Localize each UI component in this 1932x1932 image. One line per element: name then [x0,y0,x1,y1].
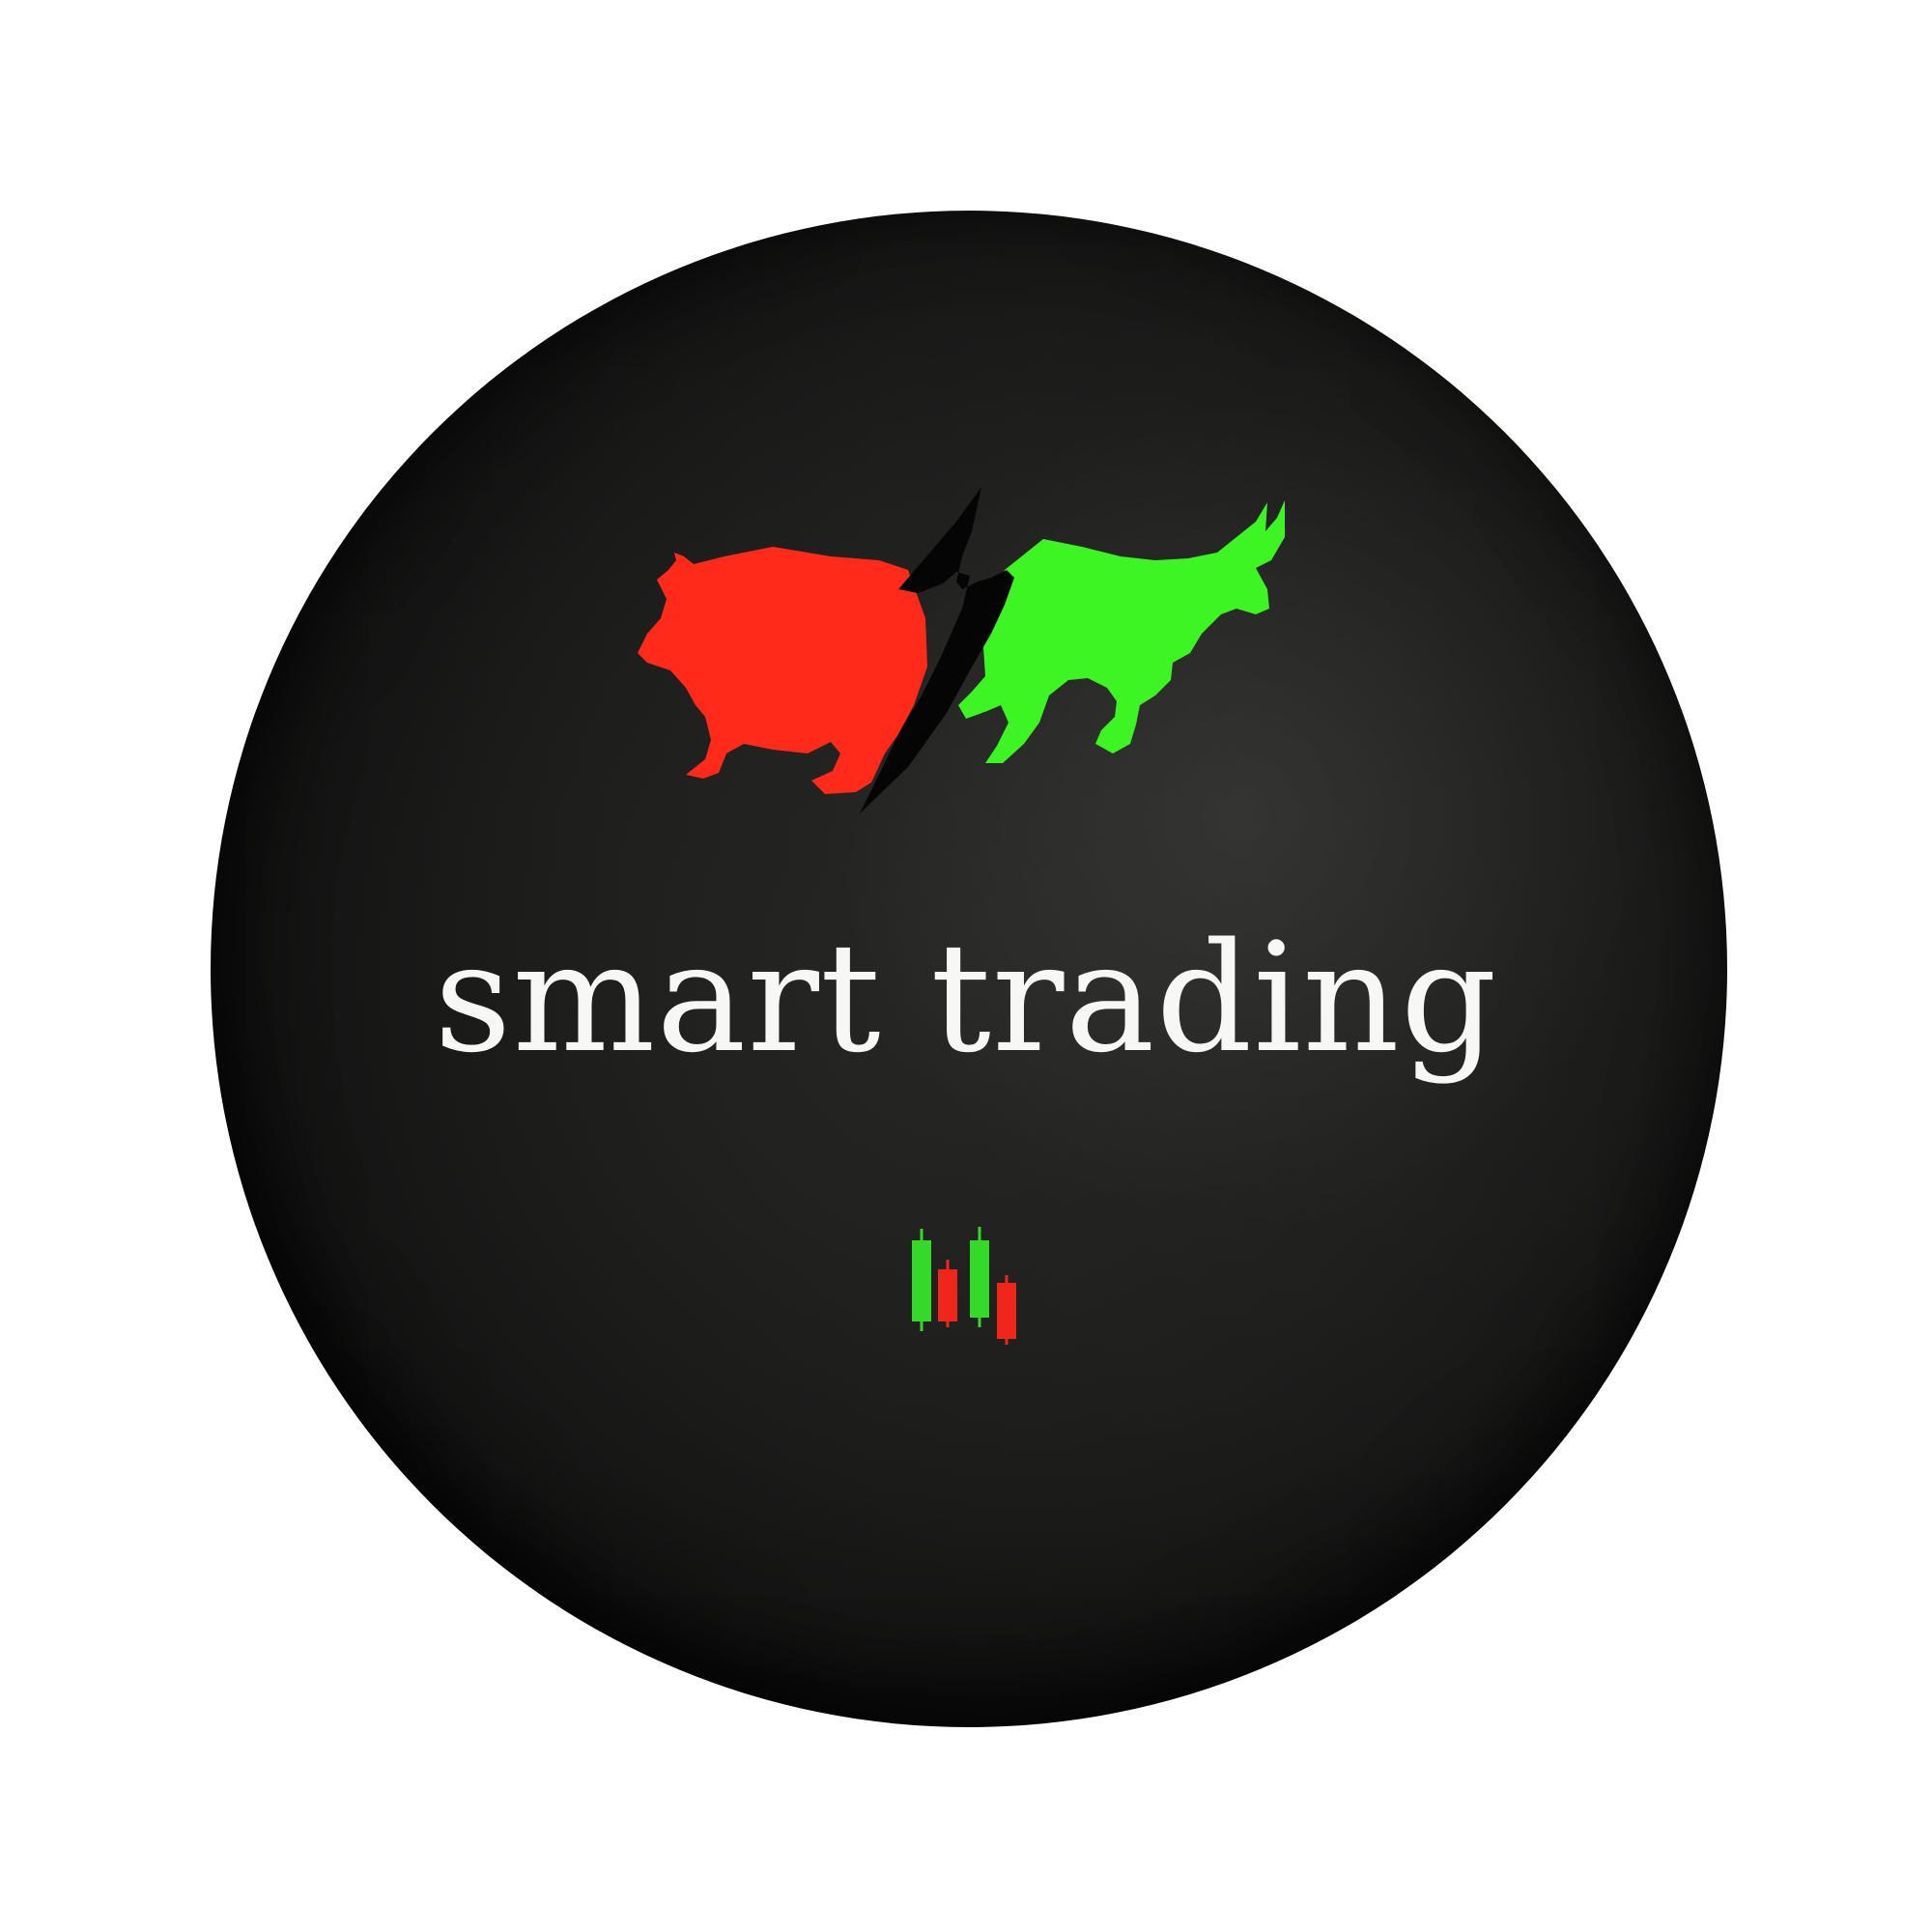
logo-badge-circle [211,211,1727,1727]
brand-name: smart trading [434,910,1498,1086]
candle-body-up [970,1240,989,1318]
candlestick-chart-icon [912,1227,1016,1345]
bull-silhouette-icon [958,500,1285,763]
bear-bull-emblem [638,487,1285,813]
bear-silhouette-icon [638,547,927,794]
candle-body-up [912,1240,931,1321]
candle-body-down [997,1283,1016,1339]
candle-body-down [938,1269,957,1321]
lightning-bolt-icon [860,487,1014,813]
